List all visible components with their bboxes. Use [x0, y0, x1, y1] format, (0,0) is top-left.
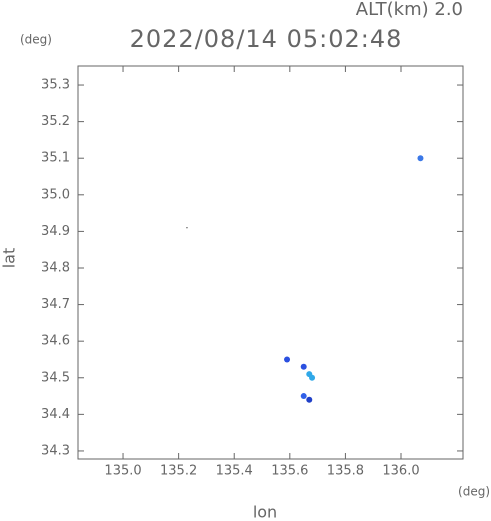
echo-point	[300, 393, 307, 400]
plot-frame	[77, 65, 464, 460]
echo-point	[300, 363, 307, 370]
x-tick-label: 135.8	[327, 464, 364, 479]
x-tick-label: 135.4	[216, 464, 253, 479]
altitude-label: ALT(km) 2.0	[356, 0, 463, 20]
y-axis-title: lat	[0, 248, 19, 269]
echo-point	[306, 396, 313, 403]
y-tick-label: 35.0	[41, 187, 70, 202]
y-tick-label: 34.6	[41, 334, 70, 349]
echo-point	[284, 356, 291, 363]
y-tick-label: 35.1	[41, 151, 70, 166]
y-tick-label: 35.2	[41, 114, 70, 129]
y-unit: (deg)	[20, 33, 52, 47]
x-tick-label: 135.2	[160, 464, 197, 479]
echo-point	[417, 155, 424, 162]
y-tick-label: 34.8	[41, 260, 70, 275]
x-unit: (deg)	[458, 485, 490, 499]
x-tick-label: 136.0	[382, 464, 419, 479]
y-tick-label: 34.5	[41, 370, 70, 385]
y-tick-label: 34.9	[41, 224, 70, 239]
echo-point	[309, 374, 316, 381]
y-tick-label: 34.7	[41, 297, 70, 312]
y-tick-label: 34.4	[41, 407, 70, 422]
y-tick-label: 35.3	[41, 78, 70, 93]
x-tick-label: 135.0	[104, 464, 141, 479]
chart-title: 2022/08/14 05:02:48	[130, 25, 403, 53]
echo-point	[186, 227, 188, 229]
x-tick-label: 135.6	[271, 464, 308, 479]
x-axis-title: lon	[253, 503, 277, 521]
y-tick-label: 34.3	[41, 443, 70, 458]
